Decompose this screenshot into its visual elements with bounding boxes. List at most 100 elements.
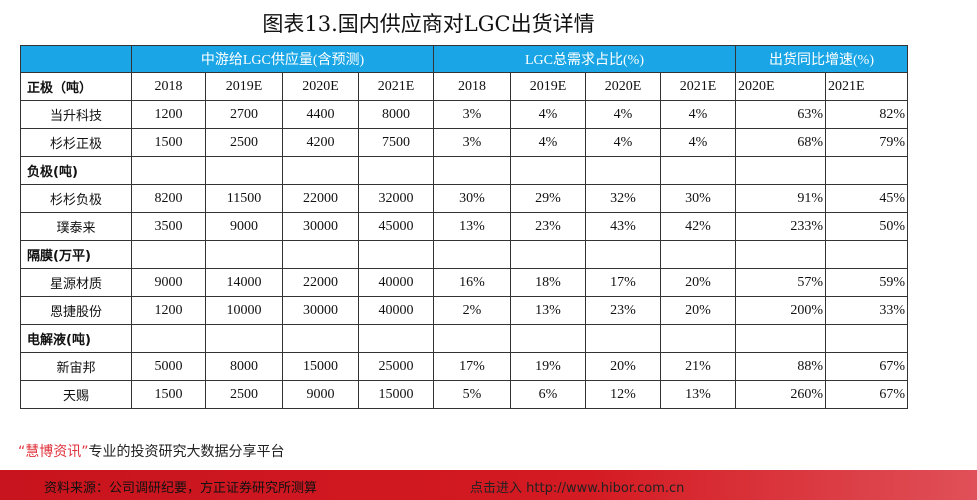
table-cell: 1200 <box>131 100 206 129</box>
empty-cell <box>433 156 511 185</box>
table-cell: 63% <box>735 100 826 129</box>
table-cell: 13% <box>510 296 586 325</box>
row-label: 恩捷股份 <box>20 296 132 325</box>
empty-cell <box>825 324 908 353</box>
row-label: 隔膜(万平) <box>20 240 132 269</box>
row-label: 新宙邦 <box>20 352 132 381</box>
table-cell: 59% <box>825 268 908 297</box>
empty-cell <box>660 156 736 185</box>
table-cell: 23% <box>585 296 661 325</box>
empty-cell <box>433 324 511 353</box>
table-cell: 200% <box>735 296 826 325</box>
table-cell: 8000 <box>205 352 283 381</box>
group-header <box>20 45 132 73</box>
table-cell: 10000 <box>205 296 283 325</box>
table-cell: 68% <box>735 128 826 157</box>
table-cell: 30% <box>433 184 511 213</box>
table-row: 新宙邦 5000 8000 15000 25000 17% 19% 20% 21% 88% 67% <box>20 352 908 381</box>
table-cell: 2019E <box>205 72 283 101</box>
table-row: 璞泰来 3500 9000 30000 45000 13% 23% 43% 42% 233% 50% <box>20 212 908 241</box>
empty-cell <box>735 324 826 353</box>
table-cell: 2020E <box>735 72 826 101</box>
table-cell: 4% <box>510 100 586 129</box>
table-cell: 16% <box>433 268 511 297</box>
table-cell: 13% <box>433 212 511 241</box>
table-cell: 82% <box>825 100 908 129</box>
table-row: 天赐 1500 2500 9000 15000 5% 6% 12% 13% 260% 67% <box>20 380 908 409</box>
table-cell: 32% <box>585 184 661 213</box>
empty-cell <box>205 324 283 353</box>
empty-cell <box>131 324 206 353</box>
table-cell: 19% <box>510 352 586 381</box>
table-cell: 2020E <box>585 72 661 101</box>
table-cell: 1200 <box>131 296 206 325</box>
table-row: 星源材质 9000 14000 22000 40000 16% 18% 17% 20% 57% 59… <box>20 268 908 297</box>
table-cell: 23% <box>510 212 586 241</box>
empty-cell <box>205 156 283 185</box>
footer-bar <box>0 470 977 500</box>
row-label: 璞泰来 <box>20 212 132 241</box>
group-header-row: 中游给LGC供应量(含预测) LGC总需求占比(%) 出货同比增速(%) <box>20 45 908 73</box>
table-cell: 2500 <box>205 128 283 157</box>
table-cell: 20% <box>585 352 661 381</box>
table-cell: 260% <box>735 380 826 409</box>
table-cell: 22000 <box>282 268 359 297</box>
empty-cell <box>735 156 826 185</box>
slogan-text: 专业的投资研究大数据分享平台 <box>88 444 285 460</box>
empty-cell <box>358 156 434 185</box>
table-cell: 4% <box>510 128 586 157</box>
group-header: LGC总需求占比(%) <box>433 45 736 73</box>
empty-cell <box>585 156 661 185</box>
table-cell: 1500 <box>131 380 206 409</box>
table-cell: 9000 <box>131 268 206 297</box>
table-cell: 2500 <box>205 380 283 409</box>
empty-cell <box>510 240 586 269</box>
empty-cell <box>735 240 826 269</box>
table-cell: 8200 <box>131 184 206 213</box>
empty-cell <box>660 324 736 353</box>
row-label: 当升科技 <box>20 100 132 129</box>
table-cell: 5000 <box>131 352 206 381</box>
empty-cell <box>510 324 586 353</box>
table-cell: 20% <box>660 296 736 325</box>
table-cell: 2% <box>433 296 511 325</box>
table-cell: 233% <box>735 212 826 241</box>
table-cell: 14000 <box>205 268 283 297</box>
table-row: 恩捷股份 1200 10000 30000 40000 2% 13% 23% 20% 200% 33… <box>20 296 908 325</box>
table-cell: 33% <box>825 296 908 325</box>
table-cell: 6% <box>510 380 586 409</box>
table-cell: 18% <box>510 268 586 297</box>
row-label: 星源材质 <box>20 268 132 297</box>
row-label: 负极(吨) <box>20 156 132 185</box>
table-cell: 2018 <box>131 72 206 101</box>
table-cell: 17% <box>433 352 511 381</box>
table-cell: 4% <box>585 128 661 157</box>
empty-cell <box>282 324 359 353</box>
table-cell: 1500 <box>131 128 206 157</box>
table-cell: 15000 <box>282 352 359 381</box>
table-cell: 4% <box>660 100 736 129</box>
row-label: 正极（吨） <box>20 72 132 101</box>
table-cell: 12% <box>585 380 661 409</box>
table-cell: 30000 <box>282 212 359 241</box>
empty-cell <box>131 156 206 185</box>
table-row: 当升科技 1200 2700 4400 8000 3% 4% 4% 4% 63% 82% <box>20 100 908 129</box>
empty-cell <box>825 240 908 269</box>
table-cell: 2020E <box>282 72 359 101</box>
table-cell: 30% <box>660 184 736 213</box>
section-row: 隔膜(万平) <box>20 240 908 269</box>
empty-cell <box>358 240 434 269</box>
table-cell: 40000 <box>358 296 434 325</box>
table-cell: 2019E <box>510 72 586 101</box>
source-note: 资料来源：公司调研纪要，方正证券研究所测算 <box>44 481 318 496</box>
table-row: 杉杉正极 1500 2500 4200 7500 3% 4% 4% 4% 68% 79% <box>20 128 908 157</box>
empty-cell <box>131 240 206 269</box>
watermark-link[interactable]: 点击进入 http://www.hibor.com.cn <box>470 481 685 496</box>
table-cell: 50% <box>825 212 908 241</box>
slogan: “慧博资讯”专业的投资研究大数据分享平台 <box>18 441 285 461</box>
table-cell: 4400 <box>282 100 359 129</box>
group-header: 中游给LGC供应量(含预测) <box>131 45 434 73</box>
empty-cell <box>585 240 661 269</box>
header-row: 正极（吨） 2018 2019E 2020E 2021E 2018 2019E 2020E 20… <box>20 72 908 101</box>
table-row: 杉杉负极 8200 11500 22000 32000 30% 29% 32% 30% 91% 45… <box>20 184 908 213</box>
